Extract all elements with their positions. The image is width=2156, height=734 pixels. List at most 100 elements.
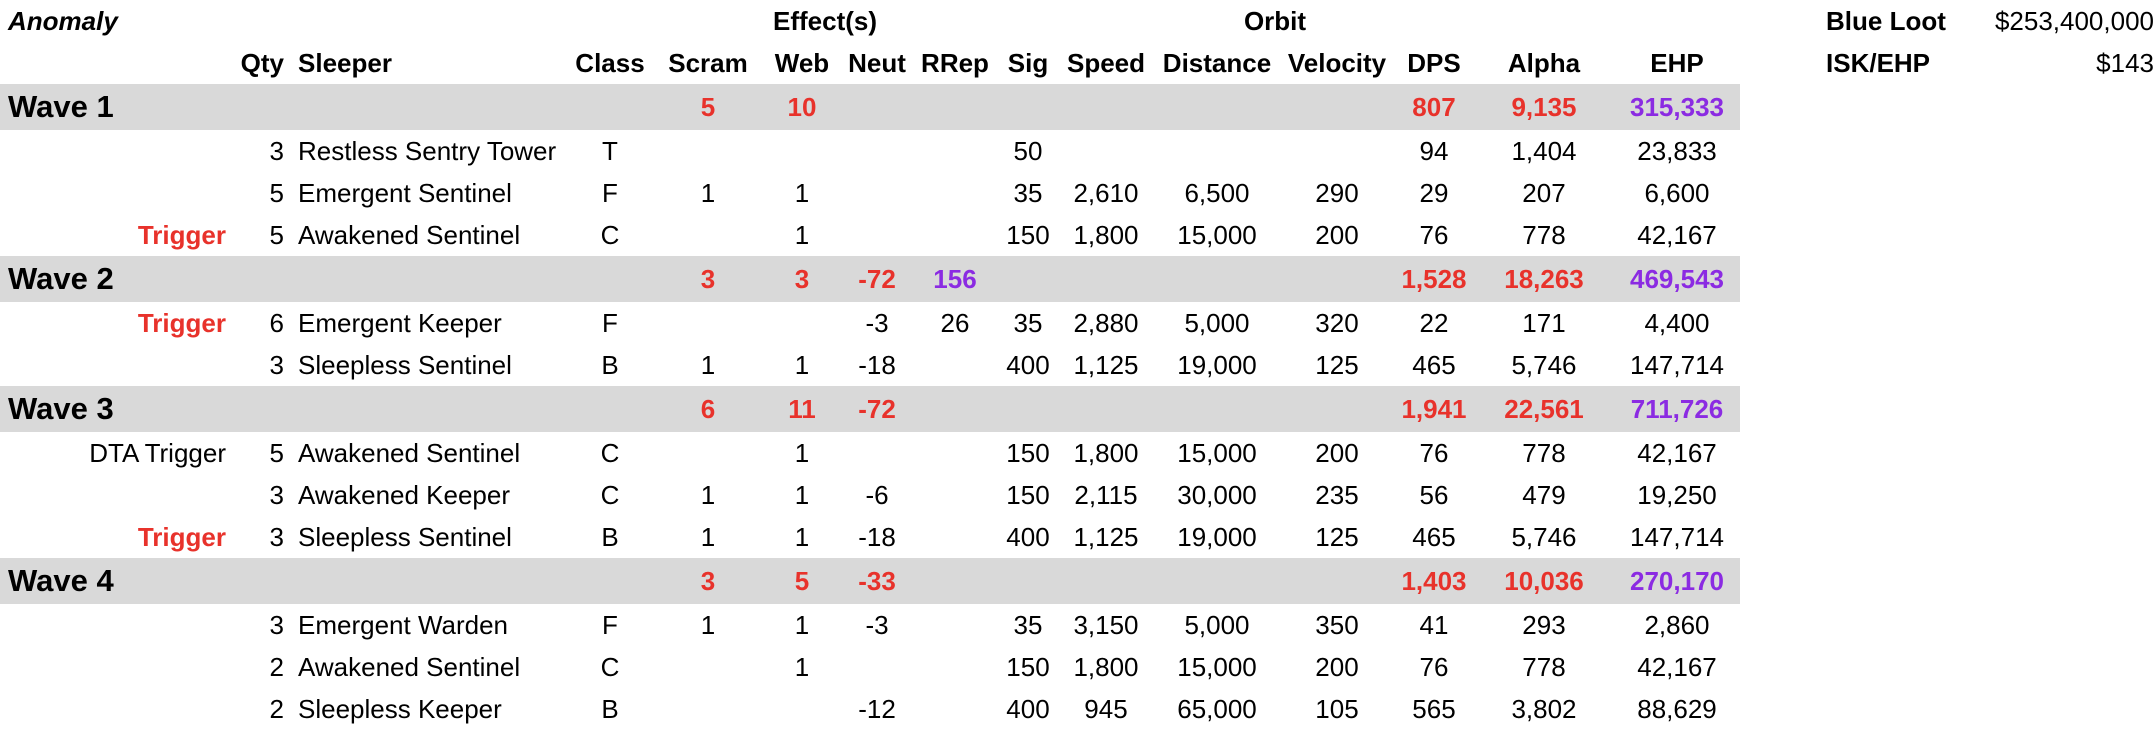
alpha-cell: 5,746 (1511, 521, 1577, 552)
class-cell: T (602, 135, 618, 166)
wave-header-row: Wave 1 5 10 807 9,135 315,333 (0, 84, 1740, 130)
orbit-group-label: Orbit (1243, 5, 1307, 36)
blue-loot-row: Blue Loot $253,400,000 (1820, 0, 2156, 42)
ehp-cell: 147,714 (1630, 349, 1724, 380)
wave-title: Wave 3 (8, 391, 114, 426)
wave-header-row: Wave 3 6 11 -72 1,941 22,561 711,726 (0, 386, 1740, 432)
web-cell: 1 (794, 609, 810, 640)
qty-cell: 2 (269, 651, 284, 682)
web-cell: 1 (794, 219, 810, 250)
scram-cell (662, 214, 754, 256)
wave-total-web: 3 (794, 263, 810, 294)
col-header-qty: Qty (240, 47, 284, 78)
scram-cell (662, 688, 754, 730)
rrep-cell (912, 130, 998, 172)
sig-cell: 150 (1006, 437, 1050, 468)
velocity-cell: 200 (1315, 219, 1359, 250)
alpha-cell: 207 (1522, 177, 1566, 208)
col-header-distance: Distance (1162, 47, 1272, 78)
speed-cell: 1,125 (1073, 521, 1139, 552)
sleeper-row: 3 Awakened Keeper C 1 1 -6 150 2,115 30,000 235 56… (0, 474, 1740, 516)
sleeper-name: Emergent Warden (298, 609, 509, 640)
trigger-label (0, 172, 226, 214)
wave-total-dps: 807 (1412, 91, 1456, 122)
ehp-cell: 42,167 (1637, 651, 1717, 682)
neut-cell (842, 130, 912, 172)
trigger-label (0, 474, 226, 516)
trigger-label (0, 646, 226, 688)
dps-cell: 76 (1419, 651, 1449, 682)
sleeper-row: 2 Awakened Sentinel C 1 150 1,800 15,000 200 76 7… (0, 646, 1740, 688)
sleeper-name: Emergent Sentinel (298, 177, 512, 208)
trigger-label (0, 604, 226, 646)
ehp-cell: 4,400 (1644, 307, 1710, 338)
wave-total-rrep: 156 (933, 263, 977, 294)
web-cell (762, 130, 842, 172)
distance-cell: 15,000 (1177, 219, 1257, 250)
wave-total-ehp: 469,543 (1630, 263, 1724, 294)
wave-total-scram: 6 (700, 393, 716, 424)
rrep-cell (912, 432, 998, 474)
class-cell: B (601, 693, 619, 724)
isk-ehp-value: $143 (2096, 47, 2154, 78)
speed-cell: 1,800 (1073, 651, 1139, 682)
class-cell: C (600, 219, 620, 250)
ehp-cell: 42,167 (1637, 437, 1717, 468)
col-header-dps: DPS (1407, 47, 1461, 78)
class-cell: F (602, 307, 618, 338)
sleeper-row: 3 Emergent Warden F 1 1 -3 35 3,150 5,000 350 41 29… (0, 604, 1740, 646)
qty-cell: 3 (269, 135, 284, 166)
trigger-label (0, 344, 226, 386)
trigger-label (0, 688, 226, 730)
velocity-cell: 350 (1315, 609, 1359, 640)
col-header-speed: Speed (1066, 47, 1146, 78)
trigger-label: Trigger (137, 219, 226, 250)
sig-cell: 35 (1013, 177, 1043, 208)
header-row-groups: Anomaly Effect(s) Orbit (0, 0, 1740, 42)
ehp-cell: 2,860 (1644, 609, 1710, 640)
wave-total-rrep (912, 386, 998, 432)
velocity-cell: 200 (1315, 437, 1359, 468)
rrep-cell (912, 516, 998, 558)
wave-total-neut: -33 (858, 565, 896, 596)
dps-cell: 465 (1412, 521, 1456, 552)
sleeper-name: Sleepless Keeper (298, 693, 502, 724)
ehp-cell: 147,714 (1630, 521, 1724, 552)
speed-cell: 1,800 (1073, 437, 1139, 468)
blue-loot-value: $253,400,000 (1994, 5, 2154, 36)
distance-cell: 19,000 (1177, 521, 1257, 552)
trigger-label: DTA Trigger (89, 437, 226, 468)
neut-cell (842, 646, 912, 688)
wave-total-alpha: 22,561 (1504, 393, 1584, 424)
dps-cell: 29 (1419, 177, 1449, 208)
alpha-cell: 293 (1522, 609, 1566, 640)
dps-cell: 465 (1412, 349, 1456, 380)
distance-cell: 6,500 (1184, 177, 1250, 208)
sig-cell: 150 (1006, 219, 1050, 250)
distance-cell: 30,000 (1177, 479, 1257, 510)
wave-total-scram: 3 (700, 565, 716, 596)
distance-cell: 15,000 (1177, 437, 1257, 468)
alpha-cell: 5,746 (1511, 349, 1577, 380)
distance-cell (1154, 130, 1280, 172)
col-header-class: Class (575, 47, 645, 78)
summary-panel: Blue Loot $253,400,000 ISK/EHP $143 (1820, 0, 2156, 84)
dps-cell: 56 (1419, 479, 1449, 510)
sleeper-row: Trigger 6 Emergent Keeper F -3 26 35 2,880 5,000… (0, 302, 1740, 344)
qty-cell: 3 (269, 521, 284, 552)
class-cell: C (600, 651, 620, 682)
web-cell: 1 (794, 437, 810, 468)
wave-title: Wave 2 (8, 261, 114, 296)
neut-cell: -3 (865, 609, 889, 640)
web-cell (762, 688, 842, 730)
alpha-cell: 171 (1522, 307, 1566, 338)
sig-cell: 150 (1006, 651, 1050, 682)
anomaly-sheet: Anomaly Effect(s) Orbit Qty Sleeper Clas… (0, 0, 1740, 730)
wave-header-row: Wave 4 3 5 -33 1,403 10,036 270,170 (0, 558, 1740, 604)
distance-cell: 15,000 (1177, 651, 1257, 682)
sleeper-row: 3 Restless Sentry Tower T 50 94 1,404 23,833 (0, 130, 1740, 172)
sleeper-name: Awakened Sentinel (298, 219, 521, 250)
ehp-cell: 23,833 (1637, 135, 1717, 166)
alpha-cell: 778 (1522, 219, 1566, 250)
ehp-cell: 42,167 (1637, 219, 1717, 250)
